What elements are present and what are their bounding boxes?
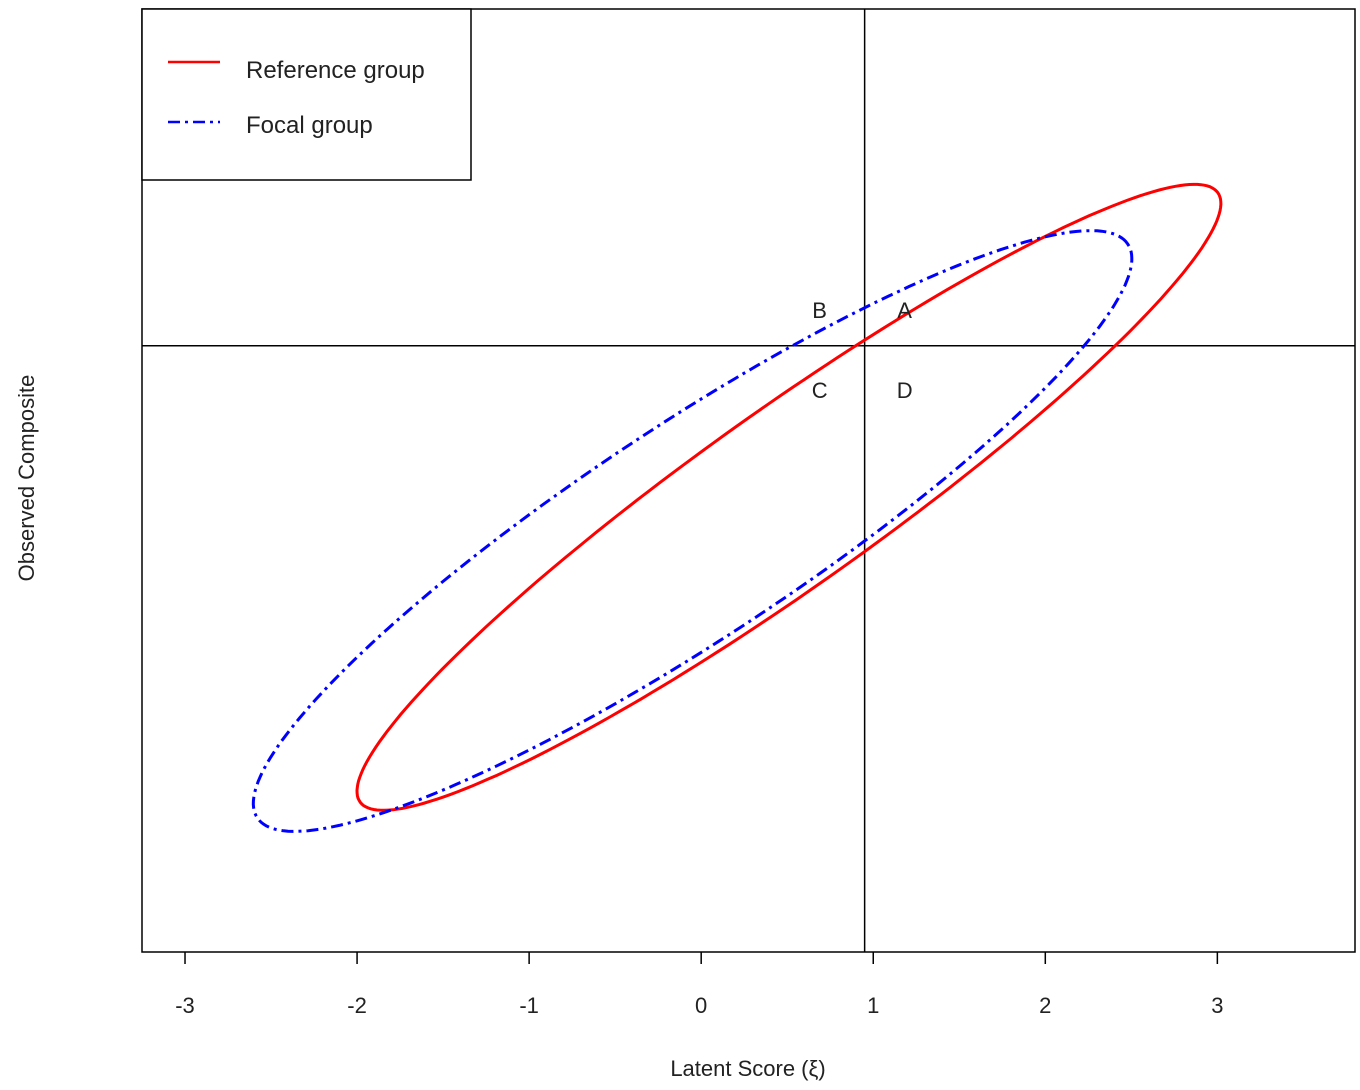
series-layer (251, 182, 1223, 833)
legend-label-reference: Reference group (246, 57, 425, 84)
plot-frame (141, 8, 1356, 953)
cutoff-lines (142, 9, 1355, 952)
quadrant-label-c: C (812, 378, 828, 403)
legend-box (141, 8, 472, 181)
quadrant-label-d: D (897, 378, 913, 403)
quadrant-labels: B A C D (812, 298, 913, 403)
x-tick-label: 0 (695, 993, 707, 1018)
y-axis-title: Observed Composite (14, 375, 39, 582)
x-axis-title: Latent Score (ξ) (670, 1056, 825, 1081)
x-tick-label: 2 (1039, 993, 1051, 1018)
x-tick-label: -3 (175, 993, 195, 1018)
legend-label-focal: Focal group (246, 112, 373, 139)
reference-group-ellipse (355, 182, 1223, 812)
x-axis: -3 -2 -1 0 1 2 3 (175, 952, 1223, 1018)
x-tick-label: -1 (519, 993, 539, 1018)
quadrant-label-a: A (897, 298, 912, 323)
x-tick-label: 1 (867, 993, 879, 1018)
legend: Reference group Focal group (141, 8, 472, 181)
x-tick-label: 3 (1211, 993, 1223, 1018)
quadrant-label-b: B (812, 298, 827, 323)
focal-group-ellipse (251, 229, 1134, 833)
x-tick-label: -2 (347, 993, 367, 1018)
